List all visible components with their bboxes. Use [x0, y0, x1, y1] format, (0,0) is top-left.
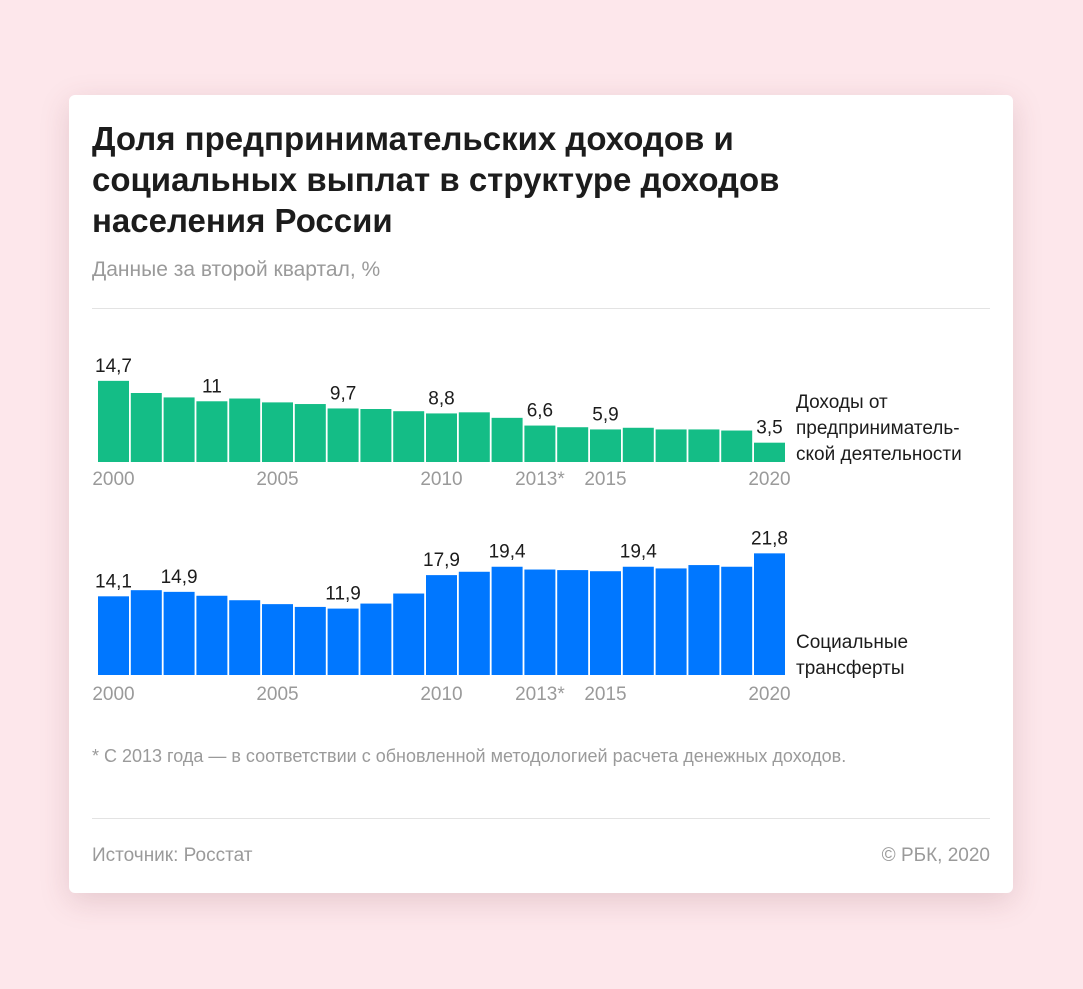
chart-subtitle: Данные за второй квартал, % — [92, 258, 381, 281]
bar-2019 — [721, 566, 753, 675]
bar-2001 — [130, 590, 162, 675]
bar-2005 — [262, 402, 293, 462]
data-label: 3,5 — [756, 418, 782, 439]
data-label: 11,9 — [325, 584, 361, 605]
data-label: 14,7 — [95, 356, 132, 377]
bar-2006 — [294, 606, 326, 675]
chart-card — [69, 95, 1013, 893]
series-label-line: Социальные — [796, 632, 909, 653]
x-tick-label: 2005 — [256, 469, 298, 490]
data-label: 8,8 — [428, 388, 454, 409]
x-tick-label: 2020 — [748, 684, 790, 705]
footnote: * С 2013 года — в соответствии с обновле… — [92, 746, 847, 766]
series-label-line: предприниматель- — [796, 418, 960, 439]
series-label-line: Доходы от — [796, 392, 888, 413]
x-tick-label: 2020 — [748, 469, 790, 490]
x-tick-label: 2010 — [420, 469, 462, 490]
bar-2015 — [590, 429, 621, 462]
bar-2007 — [327, 608, 359, 675]
bar-2018 — [688, 565, 720, 675]
bar-2016 — [622, 566, 654, 675]
bar-2012 — [491, 417, 523, 462]
bar-2012 — [491, 566, 523, 675]
bar-2011 — [458, 412, 490, 462]
bar-2003 — [196, 401, 228, 462]
bar-2004 — [229, 398, 261, 462]
data-label: 17,9 — [423, 550, 460, 571]
bar-2011 — [458, 571, 490, 675]
bar-2018 — [688, 429, 720, 462]
bar-2000 — [98, 596, 129, 675]
series-label-line: трансферты — [796, 658, 905, 679]
bar-2013 — [524, 425, 556, 462]
data-label: 14,9 — [161, 567, 198, 588]
series-label-social: Социальные трансферты — [796, 630, 908, 682]
series-label-line: ской деятельности — [796, 444, 962, 465]
bar-2008 — [360, 603, 392, 675]
source: Источник: Росстат — [92, 845, 253, 866]
x-tick-label: 2010 — [420, 684, 462, 705]
data-label: 14,1 — [95, 571, 132, 592]
bar-2002 — [163, 397, 195, 462]
data-label: 11 — [202, 376, 222, 397]
bar-2017 — [655, 429, 687, 462]
bar-2017 — [655, 568, 687, 675]
data-label: 9,7 — [330, 383, 356, 404]
bar-2006 — [294, 404, 326, 462]
data-label: 21,8 — [751, 528, 788, 549]
bar-2020 — [754, 553, 785, 675]
bar-2019 — [721, 430, 753, 462]
data-label: 6,6 — [527, 401, 553, 422]
x-tick-label: 2005 — [256, 684, 298, 705]
series-label-business: Доходы от предприниматель- ской деятельн… — [796, 390, 962, 468]
divider — [92, 308, 990, 309]
bar-2009 — [393, 593, 425, 675]
x-tick-label: 2013* — [515, 684, 565, 705]
bar-2005 — [262, 604, 293, 675]
x-tick-label: 2000 — [92, 469, 134, 490]
bar-2002 — [163, 591, 195, 675]
bar-2014 — [557, 570, 589, 675]
bar-2014 — [557, 427, 589, 462]
x-tick-label: 2015 — [584, 469, 626, 490]
bar-2000 — [98, 380, 129, 462]
copyright: © РБК, 2020 — [881, 845, 990, 866]
bar-2008 — [360, 409, 392, 462]
data-label: 19,4 — [620, 542, 657, 563]
bar-2004 — [229, 600, 261, 675]
chart-title: Доля предпринимательских доходов и социа… — [92, 120, 780, 239]
bar-2007 — [327, 408, 359, 462]
x-tick-label: 2013* — [515, 469, 565, 490]
bar-2015 — [590, 571, 621, 675]
bar-2001 — [130, 393, 162, 462]
bar-2020 — [754, 442, 785, 462]
bar-2013 — [524, 569, 556, 675]
divider — [92, 818, 990, 819]
bar-2010 — [426, 413, 457, 462]
bar-2003 — [196, 595, 228, 675]
data-label: 19,4 — [489, 542, 526, 563]
bar-2016 — [622, 427, 654, 462]
data-label: 5,9 — [592, 404, 618, 425]
bar-2009 — [393, 411, 425, 462]
x-tick-label: 2015 — [584, 684, 626, 705]
bar-2010 — [426, 575, 457, 675]
x-tick-label: 2000 — [92, 684, 134, 705]
